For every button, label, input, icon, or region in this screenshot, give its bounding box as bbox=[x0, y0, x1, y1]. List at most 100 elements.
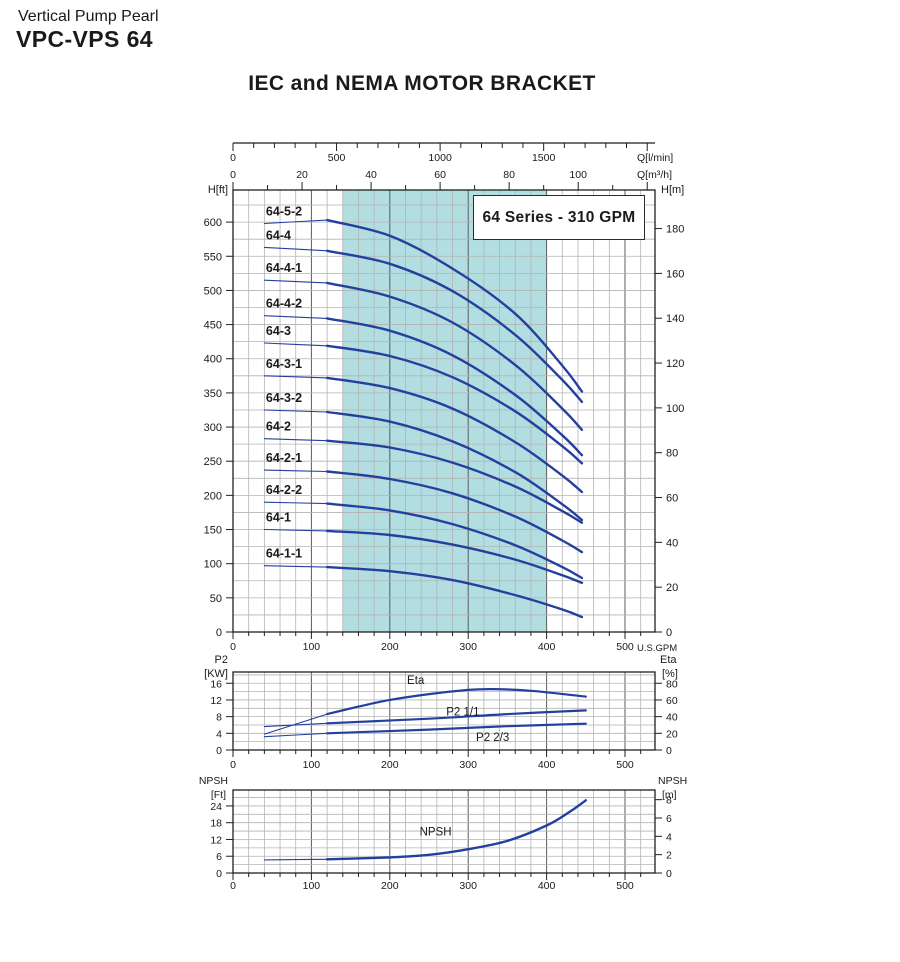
y-left-tick-label: 150 bbox=[204, 525, 222, 537]
top-axis-m3h-label: 0 bbox=[230, 169, 236, 181]
y-left-tick-label: 0 bbox=[216, 627, 222, 639]
product-model: VPC-VPS 64 bbox=[16, 26, 153, 52]
y-left-tick-label: 350 bbox=[204, 388, 222, 400]
top-axis-lmin-label: 1500 bbox=[532, 152, 556, 164]
x-tick-label: 100 bbox=[303, 641, 321, 653]
y-left-tick-label: 12 bbox=[210, 695, 222, 707]
top-axis-m3h-unit: Q[m³/h] bbox=[637, 169, 672, 181]
y-left-axis-title: NPSH bbox=[199, 775, 228, 787]
x-tick-label: 0 bbox=[230, 759, 236, 771]
curve-label-64-3: 64-3 bbox=[266, 324, 291, 338]
y-left-tick-label: 0 bbox=[216, 745, 222, 757]
x-tick-label: 400 bbox=[538, 759, 556, 771]
y-left-tick-label: 18 bbox=[210, 818, 222, 830]
curve-P2-1-1-lead bbox=[263, 722, 328, 728]
top-axis-lmin-label: 0 bbox=[230, 152, 236, 164]
y-left-axis-unit: [KW] bbox=[204, 668, 228, 680]
x-tick-label: 300 bbox=[459, 759, 477, 771]
page-title: IEC and NEMA MOTOR BRACKET bbox=[248, 72, 596, 95]
x-tick-label: 200 bbox=[381, 759, 399, 771]
x-tick-label: 500 bbox=[616, 759, 634, 771]
y-right-tick-label: 20 bbox=[666, 728, 678, 740]
curve-NPSH-lead bbox=[263, 858, 328, 861]
curve-label-NPSH: NPSH bbox=[420, 826, 452, 838]
y-right-tick-label: 80 bbox=[666, 448, 678, 460]
curve-64-2-1 bbox=[325, 470, 584, 554]
y-left-tick-label: 450 bbox=[204, 320, 222, 332]
curve-64-2 bbox=[325, 439, 584, 524]
curve-label-P2-2-3: P2 2/3 bbox=[476, 732, 509, 744]
curve-64-2-1-lead bbox=[263, 469, 328, 473]
curve-64-3 bbox=[325, 344, 584, 465]
y-left-tick-label: 16 bbox=[210, 678, 222, 690]
curve-label-P2-1-1: P2 1/1 bbox=[446, 706, 479, 718]
curve-64-2-2 bbox=[325, 502, 584, 580]
curve-label-64-2-2: 64-2-2 bbox=[266, 483, 302, 497]
curve-P2-2-3-lead bbox=[263, 732, 328, 738]
curve-64-2-2-lead bbox=[263, 501, 328, 505]
curve-64-4 bbox=[325, 249, 584, 403]
y-right-tick-label: 80 bbox=[666, 678, 678, 690]
curve-64-3-2 bbox=[325, 410, 584, 522]
curve-label-64-3-1: 64-3-1 bbox=[266, 357, 302, 371]
top-axis-lmin-label: 500 bbox=[328, 152, 346, 164]
power-chart-border bbox=[232, 671, 656, 751]
y-right-tick-label: 160 bbox=[666, 268, 684, 280]
y-right-tick-label: 0 bbox=[666, 745, 672, 757]
curve-label-64-4-1: 64-4-1 bbox=[266, 261, 302, 275]
y-left-axis-title: H[ft] bbox=[208, 184, 228, 196]
top-axis-m3h-label: 20 bbox=[296, 169, 308, 181]
curve-64-2-lead bbox=[263, 438, 328, 442]
curve-64-1 bbox=[325, 529, 584, 584]
y-right-axis-title: NPSH bbox=[658, 775, 687, 787]
curve-label-Eta: Eta bbox=[407, 675, 425, 687]
brand-block: Vertical Pump Pearl VPC-VPS 64 bbox=[16, 8, 159, 52]
x-tick-label: 300 bbox=[459, 641, 477, 653]
curve-64-3-1-lead bbox=[263, 375, 328, 379]
y-left-tick-label: 550 bbox=[204, 251, 222, 263]
head-chart-border bbox=[232, 189, 656, 633]
npsh-chart-border bbox=[232, 789, 656, 874]
curve-P2-1-1 bbox=[326, 709, 587, 725]
y-left-tick-label: 250 bbox=[204, 456, 222, 468]
y-left-tick-label: 400 bbox=[204, 354, 222, 366]
x-tick-label: 200 bbox=[381, 641, 399, 653]
y-right-tick-label: 40 bbox=[666, 712, 678, 724]
curve-label-64-1-1: 64-1-1 bbox=[266, 547, 302, 561]
curve-64-4-1 bbox=[325, 281, 584, 431]
x-axis-unit: U.S.GPM bbox=[637, 643, 677, 654]
y-right-tick-label: 100 bbox=[666, 403, 684, 415]
curve-label-64-1: 64-1 bbox=[266, 511, 291, 525]
curve-label-64-4-2: 64-4-2 bbox=[266, 297, 302, 311]
x-tick-label: 100 bbox=[303, 759, 321, 771]
y-left-tick-label: 8 bbox=[216, 712, 222, 724]
curve-P2-2-3 bbox=[326, 722, 587, 735]
series-label-box: 64 Series - 310 GPM bbox=[473, 195, 645, 240]
y-right-tick-label: 180 bbox=[666, 224, 684, 236]
y-left-tick-label: 0 bbox=[216, 868, 222, 880]
y-right-tick-label: 4 bbox=[666, 831, 672, 843]
series-label-text: 64 Series - 310 GPM bbox=[482, 208, 636, 226]
y-right-tick-label: 140 bbox=[666, 313, 684, 325]
brand-name: Vertical Pump Pearl bbox=[18, 8, 159, 25]
x-tick-label: 400 bbox=[538, 880, 556, 892]
curve-64-4-lead bbox=[263, 246, 328, 252]
y-right-tick-label: 20 bbox=[666, 582, 678, 594]
x-tick-label: 400 bbox=[538, 641, 556, 653]
top-axis-m3h-label: 40 bbox=[365, 169, 377, 181]
curve-64-3-1 bbox=[325, 376, 584, 494]
y-left-tick-label: 200 bbox=[204, 490, 222, 502]
curve-Eta-lead bbox=[263, 713, 328, 735]
y-left-axis-unit: [Ft] bbox=[211, 789, 226, 801]
y-right-tick-label: 120 bbox=[666, 358, 684, 370]
y-right-tick-label: 8 bbox=[666, 795, 672, 807]
curve-label-64-3-2: 64-3-2 bbox=[266, 391, 302, 405]
curve-64-4-1-lead bbox=[263, 279, 328, 284]
curve-64-5-2-lead bbox=[263, 219, 328, 225]
curve-64-4-2 bbox=[325, 317, 584, 457]
curve-label-64-2: 64-2 bbox=[266, 420, 291, 434]
curve-64-1-lead bbox=[263, 528, 328, 532]
curve-64-5-2 bbox=[325, 218, 584, 393]
y-left-tick-label: 24 bbox=[210, 801, 222, 813]
